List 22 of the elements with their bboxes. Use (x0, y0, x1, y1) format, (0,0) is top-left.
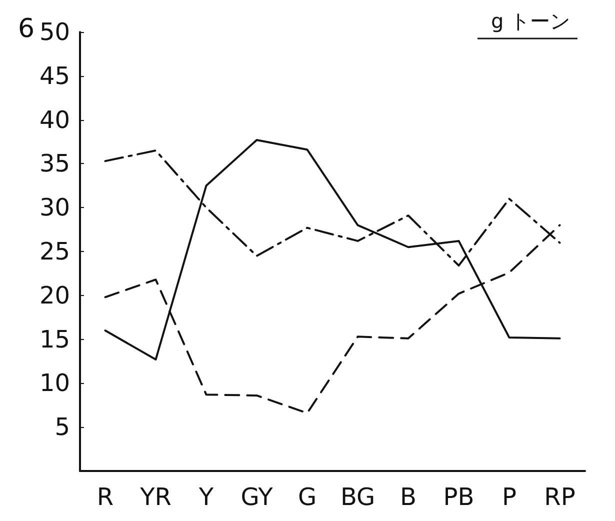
x-tick-label: GY (240, 483, 274, 511)
x-tick-label: R (96, 483, 114, 511)
x-tick-label: PB (443, 483, 474, 511)
x-tick-label: G (298, 483, 317, 511)
y-tick-label: 20 (39, 281, 70, 310)
x-tick-label: B (400, 483, 416, 511)
x-tick-label: BG (340, 483, 376, 511)
y-tick-label: 30 (39, 194, 70, 222)
y-tick-label: 35 (39, 150, 70, 178)
x-tick-label: Y (198, 483, 214, 511)
text: 6 (18, 14, 35, 44)
x-tick-label: YR (139, 483, 172, 511)
chart-title: g トーン (490, 9, 570, 33)
x-tick-label: RP (544, 483, 576, 511)
y-tick-label: 10 (39, 369, 70, 398)
y-tick-label: 40 (39, 106, 70, 134)
y-tick-label: 45 (39, 62, 70, 90)
y-tick-label: 25 (39, 238, 70, 266)
x-tick-label: P (502, 483, 516, 511)
y-tick-label: 15 (39, 325, 70, 354)
y-tick-label: 50 (39, 18, 70, 46)
y-tick-label: 5 (54, 413, 70, 442)
